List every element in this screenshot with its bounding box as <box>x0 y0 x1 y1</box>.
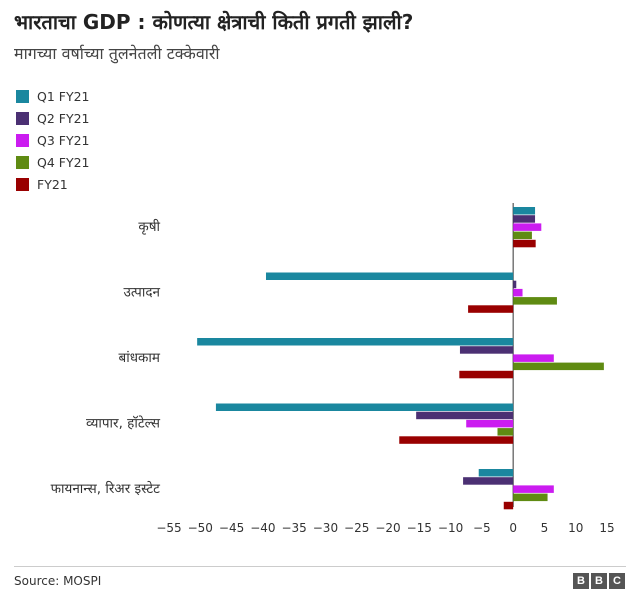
x-tick-label: 15 <box>599 521 614 535</box>
bar <box>513 288 523 297</box>
bar <box>497 428 514 436</box>
bar <box>513 485 554 493</box>
bar <box>478 469 514 477</box>
x-tick-label: −20 <box>375 521 400 535</box>
bar <box>513 215 536 223</box>
legend-item: Q2 FY21 <box>16 107 90 129</box>
bar <box>399 436 514 444</box>
bar <box>513 354 554 362</box>
x-tick-label: −35 <box>281 521 306 535</box>
x-tick-label: −25 <box>344 521 369 535</box>
source-note: Source: MOSPI <box>14 574 102 588</box>
bar <box>416 411 514 420</box>
bar <box>513 223 542 231</box>
x-tick-label: −5 <box>473 521 491 535</box>
bar <box>463 477 514 485</box>
bar <box>513 231 532 240</box>
legend-label: Q4 FY21 <box>37 154 90 170</box>
chart-title: भारताचा GDP : कोणत्या क्षेत्राची किती प्… <box>14 10 414 34</box>
legend-swatch <box>16 133 29 147</box>
bbc-logo-letter: B <box>591 573 607 589</box>
x-tick-label: −45 <box>219 521 244 535</box>
footer-divider <box>14 566 626 567</box>
bar <box>468 305 514 313</box>
bar <box>513 493 548 502</box>
bar <box>513 362 604 371</box>
category-label: उत्पादन <box>124 285 161 301</box>
bar <box>513 239 536 248</box>
bar <box>459 370 514 379</box>
x-tick-label: 10 <box>568 521 583 535</box>
bar <box>513 297 557 305</box>
bar <box>466 419 514 428</box>
x-tick-label: −10 <box>438 521 463 535</box>
bbc-logo-letter: C <box>609 573 625 589</box>
x-tick-label: 0 <box>509 521 517 535</box>
legend-item: Q1 FY21 <box>16 85 90 107</box>
category-label: व्यापार, हॉटेल्स <box>86 415 161 432</box>
legend-label: Q2 FY21 <box>37 110 90 126</box>
legend-swatch <box>16 89 29 103</box>
bar <box>197 338 514 346</box>
category-label: कृषी <box>138 218 160 235</box>
legend-label: FY21 <box>37 176 68 192</box>
bbc-logo-letter: B <box>573 573 589 589</box>
legend-swatch <box>16 111 29 125</box>
legend: Q1 FY21 Q2 FY21 Q3 FY21 Q4 FY21 FY21 <box>16 85 90 195</box>
x-tick-label: −15 <box>407 521 432 535</box>
bar <box>215 403 514 411</box>
legend-swatch <box>16 155 29 169</box>
bar <box>513 280 517 289</box>
legend-swatch <box>16 177 29 191</box>
bar <box>513 207 536 215</box>
legend-label: Q1 FY21 <box>37 88 90 104</box>
x-tick-label: −30 <box>313 521 338 535</box>
legend-label: Q3 FY21 <box>37 132 90 148</box>
x-tick-label: 5 <box>541 521 549 535</box>
x-tick-label: −50 <box>188 521 213 535</box>
category-label: बांधकाम <box>119 350 161 366</box>
category-label: फायनान्स, रिअर इस्टेट <box>51 480 161 497</box>
bar <box>459 346 514 354</box>
x-tick-label: −40 <box>250 521 275 535</box>
legend-item: Q3 FY21 <box>16 129 90 151</box>
legend-item: Q4 FY21 <box>16 151 90 173</box>
x-tick-label: −55 <box>156 521 181 535</box>
bar <box>265 272 514 280</box>
legend-item: FY21 <box>16 173 90 195</box>
bar <box>503 501 514 510</box>
bbc-logo: B B C <box>573 573 625 589</box>
chart-subtitle: मागच्या वर्षाच्या तुलनेतली टक्केवारी <box>14 44 220 63</box>
